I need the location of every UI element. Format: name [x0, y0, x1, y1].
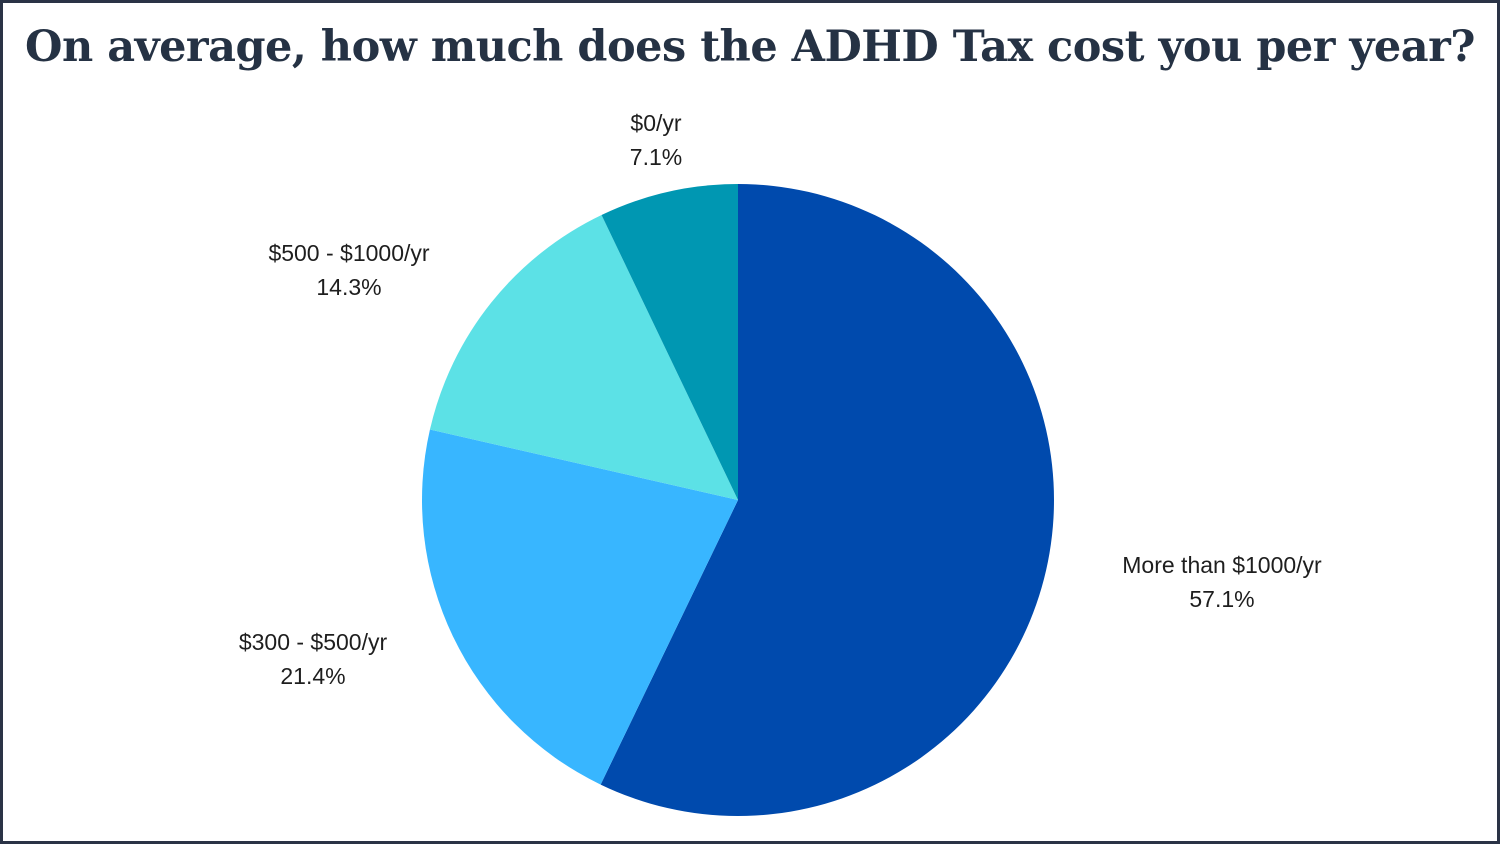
slice-value-500-1000-yr: 14.3% [316, 274, 381, 300]
slice-label-500-1000-yr: $500 - $1000/yr [268, 240, 429, 266]
slice-label-300-500-yr: $300 - $500/yr [239, 629, 388, 655]
pie-slice-500-1000-yr [429, 214, 738, 501]
pie-labels: More than $1000/yr 57.1% $300 - $500/yr 21.… [239, 110, 1322, 689]
slice-value-more-than-1000-yr: 57.1% [1189, 586, 1254, 612]
chart-title: On average, how much does the ADHD Tax c… [25, 22, 1475, 72]
slice-label-0-yr: $0/yr [630, 110, 681, 136]
pie-slices [421, 184, 1054, 816]
slice-label-more-than-1000-yr: More than $1000/yr [1122, 552, 1322, 578]
slice-value-0-yr: 7.1% [630, 144, 682, 170]
pie-slice-300-500-yr [421, 429, 738, 785]
pie-slice-more-than-1000-yr [600, 184, 1054, 816]
pie-slice-0-yr [601, 184, 738, 500]
slice-value-300-500-yr: 21.4% [280, 663, 345, 689]
